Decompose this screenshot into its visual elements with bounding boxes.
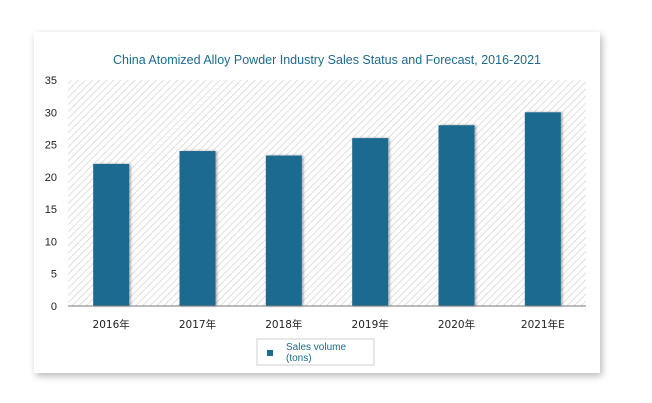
plot-area [68,80,586,306]
legend-label-line2: (tons) [286,353,312,364]
chart-card: China Atomized Alloy Powder Industry Sal… [34,32,600,373]
y-tick-label: 10 [45,236,57,248]
bars [93,112,561,307]
x-tick-label: 2017年 [179,318,216,331]
y-tick-label: 30 [45,107,57,119]
y-tick-label: 20 [45,172,57,184]
y-tick-label: 5 [51,269,57,281]
bar-chart: China Atomized Alloy Powder Industry Sal… [45,53,586,366]
x-axis: 2016年 2017年 2018年 2019年 2020年 2021年E [93,318,565,331]
x-tick-label: 2019年 [352,318,389,331]
bar [438,125,475,306]
bar [179,151,216,306]
bar [265,155,302,306]
x-tick-label: 2016年 [93,318,130,331]
legend-swatch [267,350,273,356]
x-tick-label: 2020年 [438,318,475,331]
y-axis: 0 5 10 15 20 25 30 35 [45,75,57,313]
y-tick-label: 35 [45,75,57,87]
y-tick-label: 25 [45,140,57,152]
legend: Sales volume (tons) [256,338,375,366]
x-tick-label: 2018年 [265,318,302,331]
x-tick-label: 2021年E [521,318,565,331]
chart-title: China Atomized Alloy Powder Industry Sal… [113,53,541,67]
bar [93,163,130,306]
bar [352,138,389,306]
legend-box [256,338,375,366]
y-tick-label: 0 [51,301,57,313]
bar [524,112,561,307]
y-tick-label: 15 [45,204,57,216]
legend-label-line1: Sales volume [286,342,346,353]
